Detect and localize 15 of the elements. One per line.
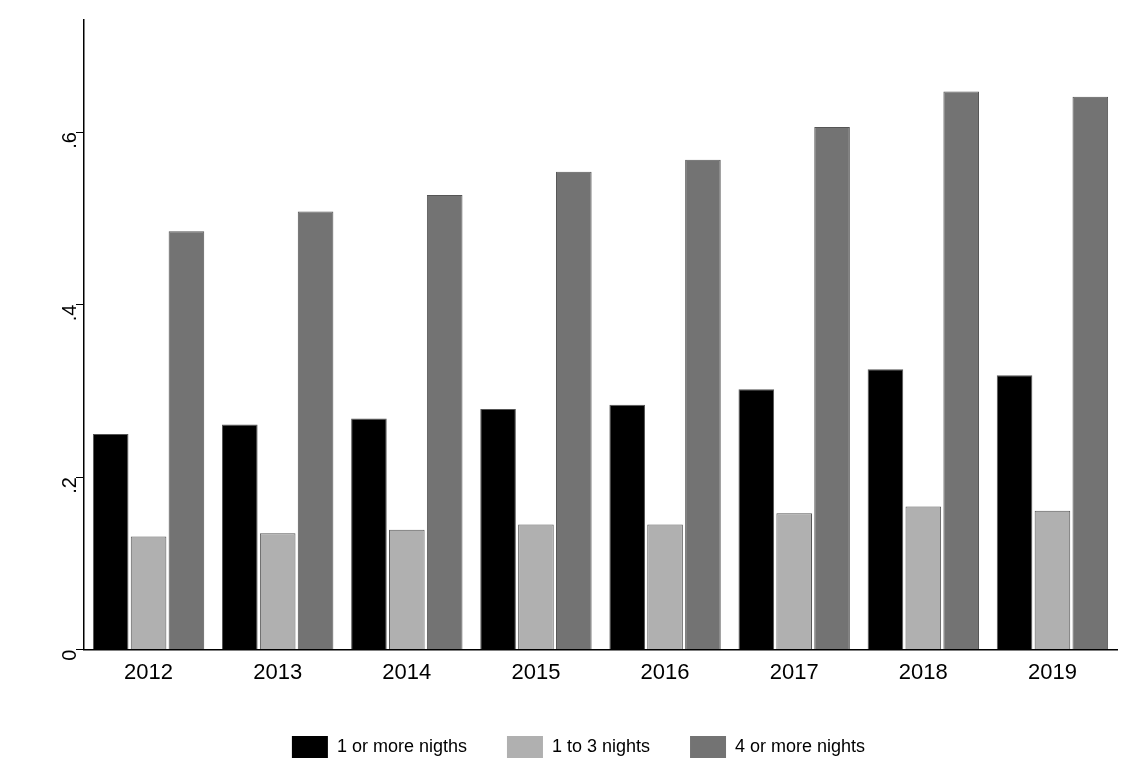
legend-label: 1 or more nigths (336, 735, 467, 756)
x-tick-label: 2015 (511, 658, 561, 684)
y-tick-label: .2 (57, 477, 80, 494)
legend-label: 4 or more nights (735, 735, 866, 756)
y-tick-label: .4 (57, 304, 80, 322)
legend-label: 1 to 3 nights (551, 735, 651, 756)
x-tick-label: 2014 (382, 658, 432, 684)
x-tick-label: 2013 (253, 658, 303, 684)
x-tick-label: 2018 (898, 658, 948, 684)
x-tick-label: 2019 (1027, 658, 1077, 684)
x-tick-label: 2012 (124, 658, 174, 684)
x-tick-label: 2016 (640, 658, 690, 684)
y-tick-label: .6 (57, 132, 80, 149)
x-tick-label: 2017 (769, 658, 819, 684)
y-tick-label: 0 (57, 649, 80, 661)
